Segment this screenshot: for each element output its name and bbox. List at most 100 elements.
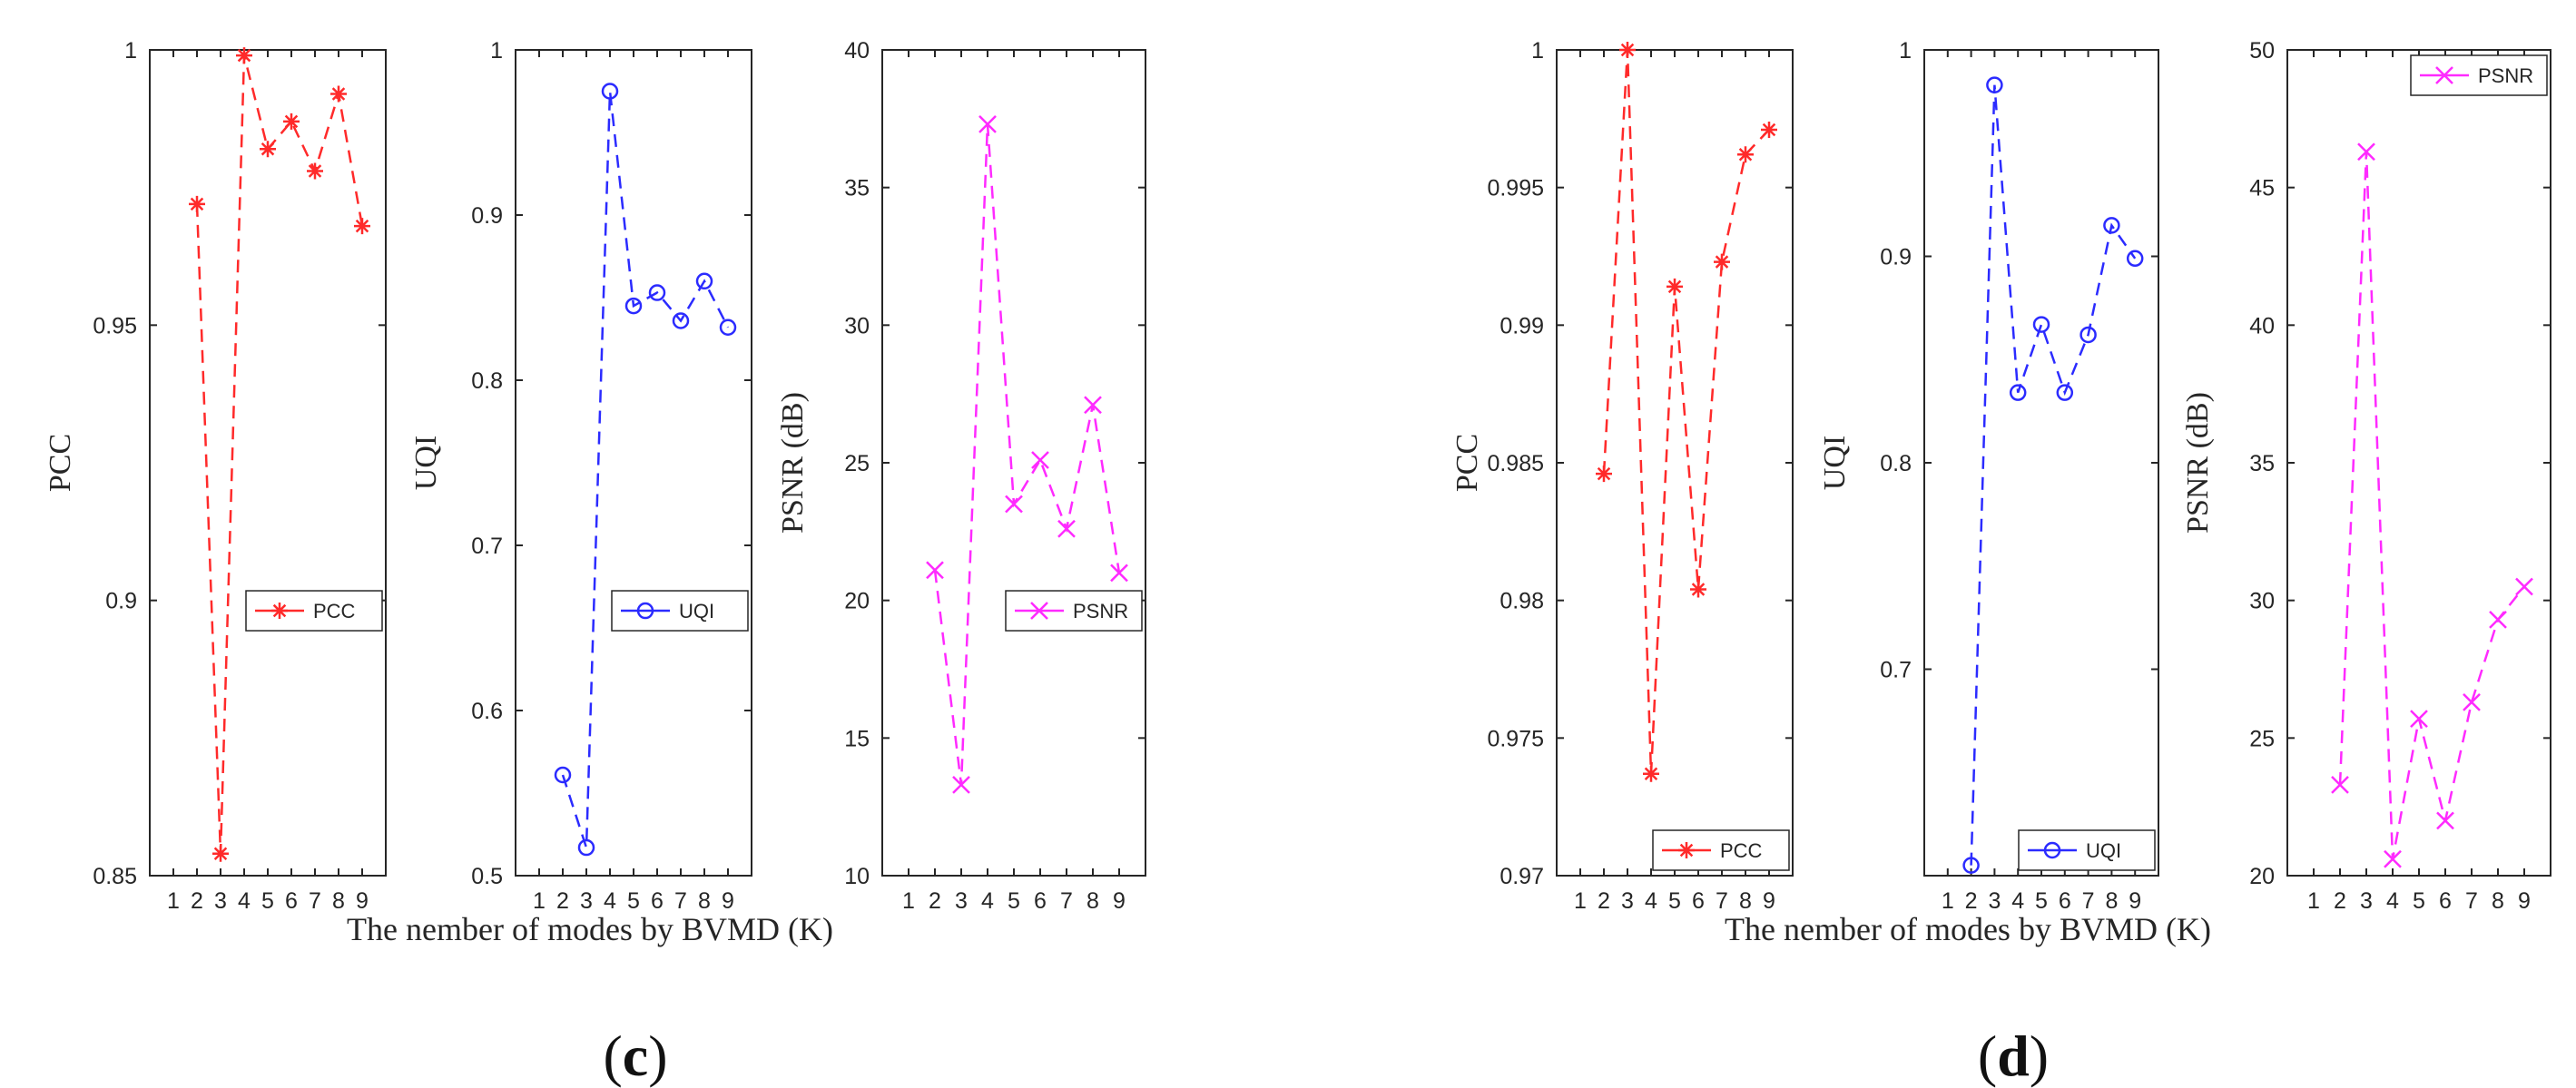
data-point <box>2515 577 2533 596</box>
legend-marker <box>2435 66 2453 84</box>
panel-label-c-close: ) <box>648 1024 667 1088</box>
y-tick-label: 20 <box>844 589 870 614</box>
data-point <box>354 218 370 235</box>
x-tick-label: 7 <box>674 888 687 914</box>
y-tick-label: 0.985 <box>1487 451 1544 476</box>
data-point <box>719 319 737 337</box>
legend: PCC <box>1652 829 1790 871</box>
data-point <box>307 162 323 180</box>
x-tick-label: 6 <box>1692 888 1705 914</box>
data-point <box>2463 693 2481 711</box>
y-tick-label: 10 <box>844 864 870 889</box>
x-tick-label: 6 <box>651 888 664 914</box>
data-point <box>2009 384 2027 401</box>
legend-marker <box>1678 842 1695 858</box>
x-tick-label: 8 <box>332 888 345 914</box>
x-axis-label-c: The nember of modes by BVMD (K) <box>347 911 833 947</box>
axes-box <box>149 49 387 877</box>
y-tick-label: 1 <box>1899 38 1912 64</box>
legend: PSNR <box>1005 590 1143 632</box>
y-tick-label: 30 <box>2249 589 2275 614</box>
axes-box <box>2286 49 2551 877</box>
data-point <box>2032 316 2050 333</box>
legend-marker <box>636 602 654 620</box>
y-tick-label: 0.9 <box>105 589 137 614</box>
data-point <box>1005 495 1023 514</box>
x-tick-label: 4 <box>238 888 251 914</box>
legend: PSNR <box>2410 54 2548 96</box>
data-point <box>1596 466 1612 483</box>
x-tick-label: 7 <box>2465 888 2478 914</box>
x-tick-label: 7 <box>1060 888 1073 914</box>
y-tick-label: 0.995 <box>1487 176 1544 201</box>
y-tick-label: 0.85 <box>93 864 137 889</box>
data-point <box>1761 121 1777 138</box>
data-point <box>1643 765 1659 782</box>
x-tick-label: 1 <box>902 888 915 914</box>
legend: UQI <box>2018 829 2156 871</box>
y-tick-label: 1 <box>1531 38 1544 64</box>
data-point <box>624 297 643 315</box>
legend-label: UQI <box>2086 839 2121 862</box>
x-tick-label: 6 <box>2439 888 2452 914</box>
axes-box <box>1556 49 1794 877</box>
data-point <box>926 561 944 580</box>
panel-label-d-letter: d <box>1997 1024 2030 1088</box>
data-point <box>2331 776 2349 794</box>
legend-label: PCC <box>1720 839 1763 862</box>
x-tick-label: 3 <box>1988 888 2001 914</box>
legend-label: PSNR <box>1073 600 1128 622</box>
y-tick-label: 1 <box>124 38 137 64</box>
data-point <box>1057 519 1076 538</box>
legend-marker <box>271 603 288 620</box>
data-point <box>1690 581 1706 598</box>
y-axis-label: PSNR (dB) <box>776 392 810 534</box>
panel-label-c-open: ( <box>603 1024 622 1088</box>
x-tick-label: 7 <box>1716 888 1728 914</box>
axes-box <box>515 49 752 877</box>
legend-label: PCC <box>313 600 356 622</box>
x-tick-label: 5 <box>1008 888 1020 914</box>
y-tick-label: 35 <box>844 176 870 201</box>
x-tick-label: 2 <box>929 888 941 914</box>
y-tick-label: 0.7 <box>471 534 503 559</box>
data-point <box>2436 811 2454 830</box>
y-tick-label: 40 <box>2249 313 2275 338</box>
panel-label-d: (d) <box>1978 1024 2049 1088</box>
y-tick-label: 20 <box>2249 864 2275 889</box>
data-point <box>601 83 619 100</box>
x-tick-label: 9 <box>1763 888 1775 914</box>
data-point <box>672 312 690 329</box>
series-line <box>1602 49 1770 774</box>
panel-label-d-open: ( <box>1978 1024 1997 1088</box>
x-tick-label: 1 <box>533 888 546 914</box>
x-tick-label: 6 <box>2059 888 2071 914</box>
x-tick-label: 5 <box>1668 888 1681 914</box>
x-tick-label: 4 <box>2011 888 2024 914</box>
y-tick-label: 0.8 <box>471 368 503 394</box>
y-tick-label: 25 <box>844 451 870 476</box>
y-tick-label: 0.95 <box>93 313 137 338</box>
data-point <box>1110 564 1128 583</box>
x-tick-label: 9 <box>356 888 369 914</box>
subplot-c-psnr: 10 15 20 25 30 35 40 1 2 3 4 5 6 7 8 9 PSNR (dB) PSNR <box>776 38 1146 914</box>
series-line <box>195 54 364 854</box>
legend: PCC <box>245 590 383 632</box>
x-tick-label: 9 <box>1113 888 1126 914</box>
y-axis-label: UQI <box>409 436 443 490</box>
data-point <box>283 113 300 130</box>
legend-marker <box>2043 841 2061 859</box>
data-point <box>2056 384 2074 401</box>
x-tick-label: 7 <box>309 888 321 914</box>
axes-box <box>881 49 1146 877</box>
x-tick-label: 1 <box>1942 888 1954 914</box>
x-tick-label: 1 <box>1574 888 1587 914</box>
panel-label-c: (c) <box>603 1024 667 1088</box>
data-point <box>189 195 205 212</box>
x-tick-label: 5 <box>261 888 274 914</box>
data-point <box>1737 146 1754 163</box>
x-tick-label: 8 <box>1086 888 1099 914</box>
